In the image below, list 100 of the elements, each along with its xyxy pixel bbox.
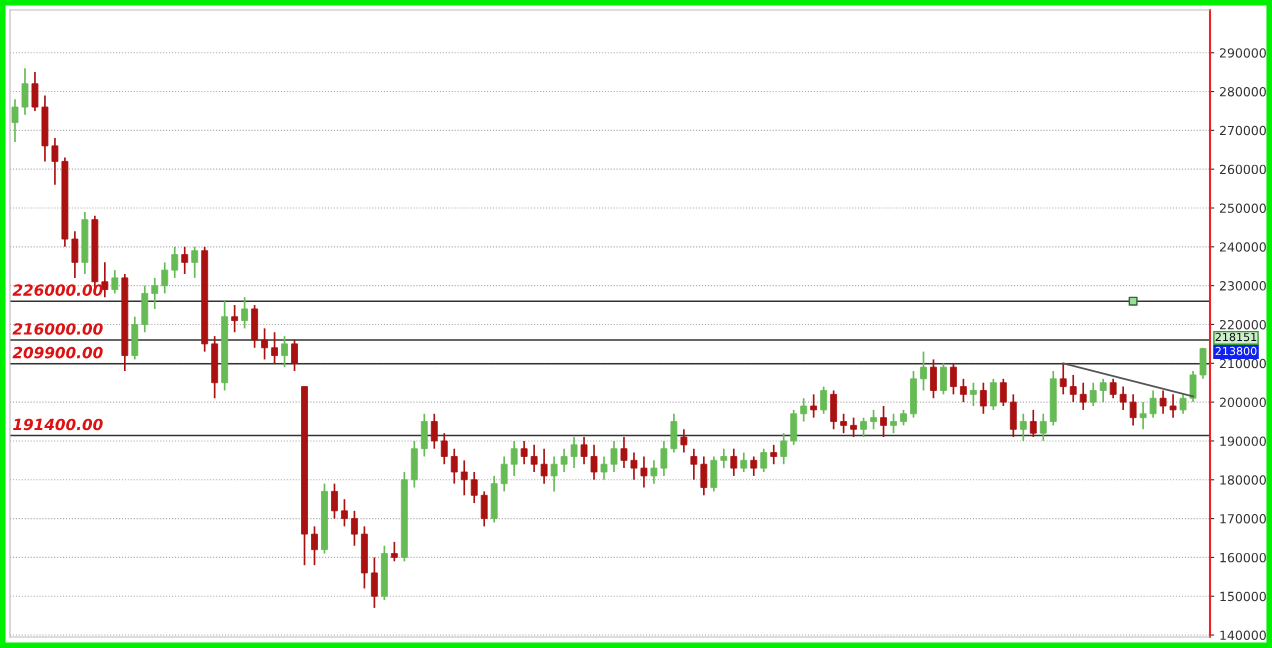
candlestick xyxy=(950,362,957,396)
candlestick xyxy=(560,447,568,473)
candlestick xyxy=(780,432,788,466)
candlestick xyxy=(331,482,338,520)
candlestick xyxy=(430,412,438,450)
candlestick xyxy=(1149,389,1157,419)
candlestick xyxy=(870,409,877,431)
candlestick xyxy=(281,335,288,369)
candlestick xyxy=(1109,377,1117,400)
candlestick xyxy=(1139,401,1147,431)
candlestick xyxy=(351,509,358,547)
candlestick xyxy=(610,440,618,473)
candlestick xyxy=(311,525,318,567)
candlestick xyxy=(1189,370,1197,403)
y-tick-label: 200000 xyxy=(1219,397,1266,408)
ref-line-label: 209900.00 xyxy=(12,346,103,359)
candlestick xyxy=(640,455,648,489)
candlestick xyxy=(1169,393,1177,419)
y-tick-label: 150000 xyxy=(1220,591,1266,602)
candlestick xyxy=(341,498,348,528)
y-tick-label: 240000 xyxy=(1219,242,1266,252)
candlestick xyxy=(1119,385,1127,411)
candlestick xyxy=(510,440,518,477)
candlestick xyxy=(680,428,688,454)
candlestick xyxy=(999,377,1007,407)
candlestick xyxy=(1179,393,1187,415)
candlestick xyxy=(989,377,997,411)
candlestick xyxy=(969,381,977,407)
candlestick xyxy=(111,269,119,295)
candlestick xyxy=(1159,389,1167,415)
candlestick xyxy=(820,385,828,415)
candlestick xyxy=(590,443,598,481)
y-tick-label: 250000 xyxy=(1219,203,1266,213)
y-tick-label: 140000 xyxy=(1220,630,1266,640)
candlestick xyxy=(450,447,458,485)
candlestick xyxy=(850,416,858,438)
candlestick xyxy=(71,230,79,279)
candlestick xyxy=(1059,362,1067,396)
candlestick xyxy=(620,436,628,469)
candlestick xyxy=(880,405,887,438)
candlestick xyxy=(390,541,398,563)
y-tick-label: 160000 xyxy=(1220,552,1266,563)
candlestick xyxy=(540,447,548,485)
candlestick xyxy=(550,455,558,493)
candlestick xyxy=(261,327,268,361)
candlestick xyxy=(960,377,967,403)
candlestick xyxy=(440,432,448,466)
y-tick-label: 270000 xyxy=(1219,125,1266,136)
candlestick xyxy=(860,416,867,438)
candlestick xyxy=(1079,381,1087,411)
candlestick xyxy=(570,436,578,469)
candlestick xyxy=(171,245,179,279)
candlestick xyxy=(1029,409,1037,438)
y-tick-label: 280000 xyxy=(1219,87,1266,97)
y-tick-label: 190000 xyxy=(1220,436,1266,446)
candlestick xyxy=(630,451,638,481)
candlestick xyxy=(760,447,768,473)
y-tick-label: 230000 xyxy=(1219,281,1266,291)
candlestick xyxy=(11,98,19,143)
y-tick-label: 260000 xyxy=(1219,164,1266,175)
candlestick xyxy=(480,490,488,528)
candlestick xyxy=(1039,412,1047,442)
candlestick xyxy=(1099,377,1107,403)
candlestick xyxy=(800,397,808,423)
candlestick xyxy=(650,459,658,485)
candlestick xyxy=(690,447,698,481)
candlestick xyxy=(770,443,778,466)
candlestick xyxy=(231,304,239,334)
candlestick xyxy=(370,556,378,609)
ref-line-label: 191400.00 xyxy=(13,418,103,431)
candlestick xyxy=(730,447,738,477)
y-tick-label: 180000 xyxy=(1220,475,1266,485)
candlestick xyxy=(840,412,848,435)
ref-line-label: 216000.00 xyxy=(12,323,103,335)
candlestick xyxy=(750,455,758,477)
candlestick xyxy=(161,261,169,295)
candlestick xyxy=(191,245,199,279)
candlestick xyxy=(660,440,668,477)
candlestick xyxy=(600,455,608,481)
y-tick-label: 290000 xyxy=(1219,48,1266,58)
candlestick xyxy=(720,447,728,469)
text: 213800 xyxy=(1215,346,1257,356)
candlestick xyxy=(31,71,39,112)
y-tick-label: 220000 xyxy=(1219,319,1266,330)
candlestick xyxy=(500,455,508,493)
candlestick xyxy=(979,381,987,415)
candlestick xyxy=(890,412,897,435)
candlestick xyxy=(810,393,818,419)
text: 218151 xyxy=(1215,332,1257,342)
y-tick-label: 170000 xyxy=(1220,514,1266,524)
candlestick xyxy=(460,459,468,497)
candlestick xyxy=(470,471,478,504)
candlestick xyxy=(940,362,947,396)
candlestick xyxy=(920,350,927,392)
candlestick xyxy=(530,443,538,473)
candlestick xyxy=(241,296,249,330)
candlestick xyxy=(930,358,937,400)
candlestick xyxy=(21,67,29,116)
candlestick xyxy=(520,440,528,466)
candlestick xyxy=(1069,374,1077,403)
